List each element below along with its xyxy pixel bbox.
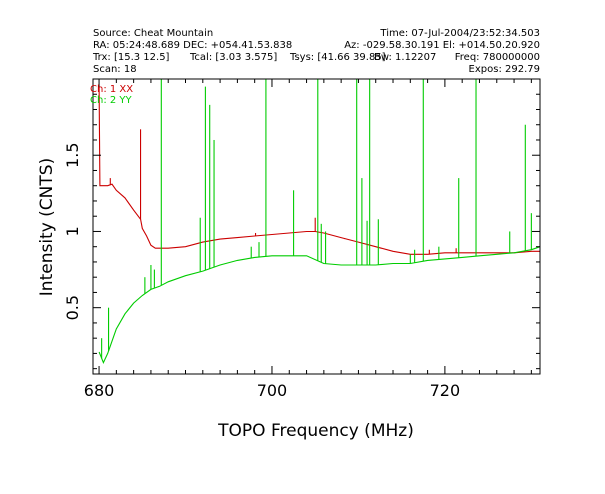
header-trx: Trx: [15.3 12.5] — [92, 52, 170, 63]
series-2-line — [98, 246, 541, 364]
series-1 — [98, 86, 540, 255]
series-2 — [98, 79, 541, 364]
header-time: Time: 07-Jul-2004/23:52:34.503 — [379, 28, 540, 39]
y-tick-label: 1.5 — [63, 143, 82, 168]
legend-ch1: Ch: 1 XX — [90, 84, 133, 95]
y-tick-label: 0.5 — [63, 295, 82, 320]
legend-ch2: Ch: 2 YY — [90, 95, 133, 106]
header-scan: Scan: 18 — [93, 64, 137, 75]
data-layer — [98, 79, 541, 364]
x-axis-title: TOPO Frequency (MHz) — [217, 421, 414, 441]
header-tcal: Tcal: [3.03 3.575] — [189, 52, 277, 63]
header-bw: Bw: 1.12207 — [374, 52, 436, 63]
y-tick-label: 1 — [63, 226, 82, 236]
x-tick-label: 720 — [430, 381, 461, 400]
header-expos: Expos: 292.79 — [469, 64, 540, 75]
header-freq: Freq: 780000000 — [455, 52, 540, 63]
series-1-line — [98, 86, 540, 255]
y-axis-title: Intensity (CNTS) — [37, 158, 57, 296]
tick-layer: 680 700 720 0.5 1 1.5 — [63, 79, 540, 400]
header-ra-dec: RA: 05:24:48.689 DEC: +054.41.53.838 — [93, 40, 292, 51]
x-tick-label: 700 — [257, 381, 288, 400]
header-tsys: Tsys: [41.66 39.85] — [289, 52, 386, 63]
header-az-el: Az: -029.58.30.191 El: +014.50.20.920 — [344, 40, 540, 51]
plot-frame — [92, 78, 541, 375]
header-source: Source: Cheat Mountain — [93, 28, 213, 39]
x-tick-label: 680 — [84, 381, 115, 400]
